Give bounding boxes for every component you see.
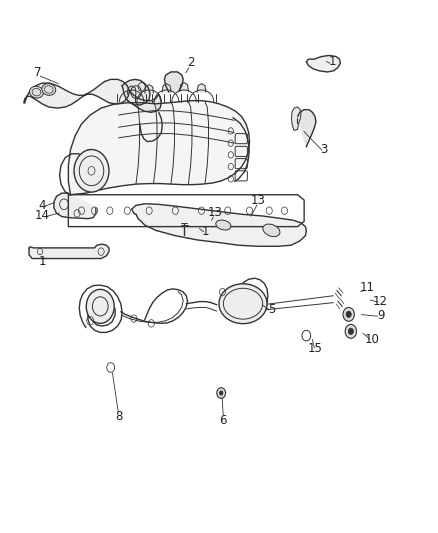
Text: 15: 15 <box>307 342 322 356</box>
Polygon shape <box>29 244 109 259</box>
Polygon shape <box>306 55 340 72</box>
Text: 2: 2 <box>187 56 194 69</box>
Polygon shape <box>164 72 183 92</box>
Polygon shape <box>24 79 130 108</box>
Ellipse shape <box>216 220 231 230</box>
Text: 1: 1 <box>329 55 336 68</box>
Ellipse shape <box>42 84 56 95</box>
Text: 13: 13 <box>251 193 266 207</box>
Circle shape <box>346 311 351 318</box>
Polygon shape <box>145 85 153 93</box>
Circle shape <box>343 308 354 321</box>
Polygon shape <box>132 204 306 246</box>
Polygon shape <box>54 193 96 219</box>
Polygon shape <box>180 83 188 91</box>
Text: 1: 1 <box>39 255 46 268</box>
Text: 9: 9 <box>377 309 384 322</box>
Polygon shape <box>162 84 171 92</box>
Circle shape <box>74 150 109 192</box>
Polygon shape <box>291 107 301 131</box>
Text: 11: 11 <box>360 281 375 294</box>
Circle shape <box>348 328 353 335</box>
Ellipse shape <box>263 224 280 237</box>
Circle shape <box>219 391 223 395</box>
Text: 8: 8 <box>115 410 122 423</box>
Text: 3: 3 <box>320 143 328 156</box>
Text: 6: 6 <box>219 414 227 427</box>
Polygon shape <box>127 86 136 94</box>
Polygon shape <box>122 79 150 105</box>
Polygon shape <box>197 84 206 92</box>
Ellipse shape <box>219 284 267 324</box>
Circle shape <box>217 387 226 398</box>
Text: 4: 4 <box>39 199 46 212</box>
Polygon shape <box>127 91 161 112</box>
Text: 14: 14 <box>35 209 49 222</box>
Text: 13: 13 <box>207 206 222 219</box>
Text: 5: 5 <box>268 303 275 316</box>
Ellipse shape <box>29 86 43 98</box>
Text: 7: 7 <box>34 66 42 79</box>
Polygon shape <box>297 110 316 147</box>
Polygon shape <box>68 101 250 195</box>
Circle shape <box>345 325 357 338</box>
Text: 10: 10 <box>364 333 379 346</box>
Text: 12: 12 <box>373 295 388 308</box>
Circle shape <box>86 289 114 324</box>
Text: 1: 1 <box>202 225 210 238</box>
